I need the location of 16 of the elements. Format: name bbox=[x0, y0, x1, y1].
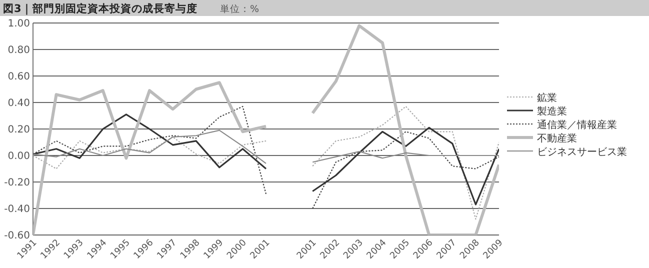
chart-title: 図3｜部門別固定資本投資の成長寄与度 bbox=[3, 2, 198, 15]
legend-label: ビジネスサービス業 bbox=[537, 146, 627, 158]
y-tick-label: 0.20 bbox=[8, 124, 30, 136]
y-tick-label: 0.60 bbox=[8, 72, 30, 82]
legend-label: 不動産業 bbox=[537, 132, 577, 144]
y-tick-label: -0.20 bbox=[4, 178, 30, 188]
legend-label: 製造業 bbox=[537, 106, 567, 118]
y-tick-label: -0.40 bbox=[4, 204, 30, 215]
legend-label: 通信業／情報産業 bbox=[537, 119, 617, 131]
y-tick-label: -0.60 bbox=[4, 230, 30, 242]
chart-subtitle: 単位：% bbox=[220, 3, 260, 15]
legend-label: 鉱業 bbox=[537, 92, 557, 104]
y-tick-label: 0.00 bbox=[8, 151, 30, 162]
y-tick-label: 0.80 bbox=[8, 45, 30, 56]
y-tick-label: 0.40 bbox=[8, 98, 30, 109]
y-tick-label: 1.00 bbox=[8, 18, 30, 30]
